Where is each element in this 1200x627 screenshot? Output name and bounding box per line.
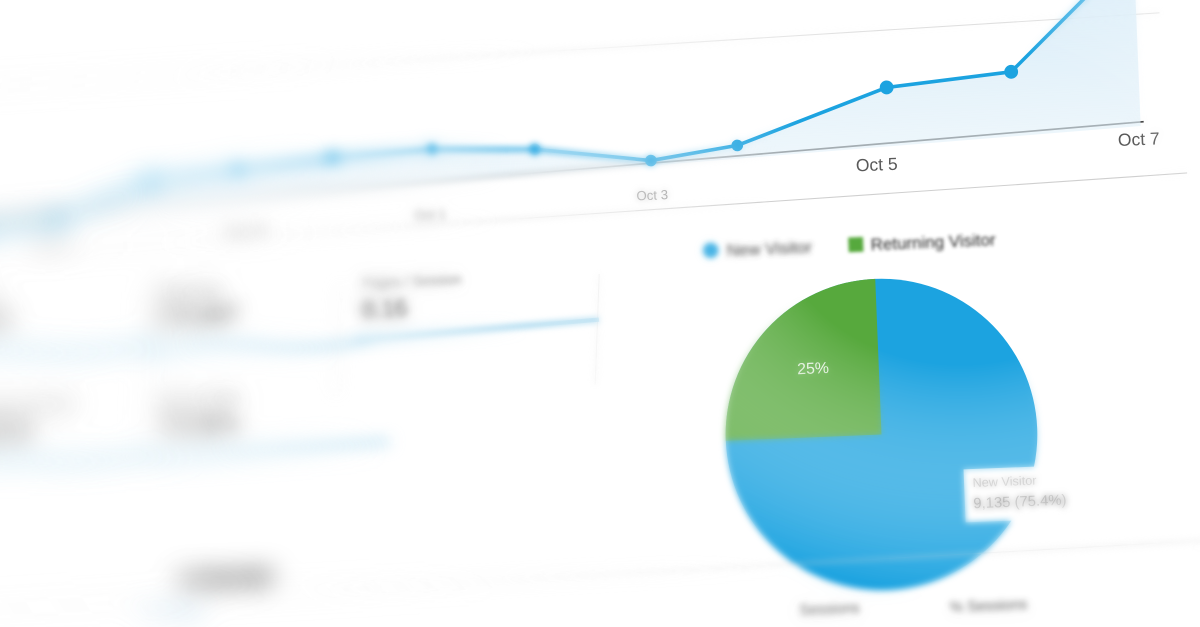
svg-text:en-us: en-us <box>165 603 203 620</box>
svg-text:Pageviews: Pageviews <box>154 281 221 299</box>
svg-text:Sep 27: Sep 27 <box>33 237 76 254</box>
svg-text:70.46%: 70.46% <box>159 410 239 439</box>
svg-text:Bounce Rate: Bounce Rate <box>160 390 240 408</box>
svg-text:Oct 7: Oct 7 <box>1117 128 1160 150</box>
svg-text:Language: Language <box>178 564 274 590</box>
svg-text:New Visitor: New Visitor <box>972 473 1037 491</box>
svg-text:Oct 5: Oct 5 <box>855 154 898 176</box>
svg-text:Oct 1: Oct 1 <box>414 207 446 223</box>
svg-text:Sep 29: Sep 29 <box>224 222 267 239</box>
svg-text:Sessions: Sessions <box>799 601 860 619</box>
svg-text:8.16: 8.16 <box>361 295 407 323</box>
svg-text:25%: 25% <box>797 360 829 378</box>
svg-text:12,114: 12,114 <box>0 305 10 334</box>
svg-text:Avg. Session Duration: Avg. Session Duration <box>0 396 76 416</box>
svg-text:New Visitor: New Visitor <box>726 238 812 260</box>
svg-text:Returning Visitor: Returning Visitor <box>870 230 996 254</box>
svg-text:00:08:09: 00:08:09 <box>0 417 31 447</box>
svg-text:% Sessions: % Sessions <box>950 597 1028 616</box>
svg-text:170,887: 170,887 <box>154 300 239 329</box>
svg-text:Oct 3: Oct 3 <box>636 187 668 203</box>
svg-text:Pages / Session: Pages / Session <box>362 272 462 291</box>
